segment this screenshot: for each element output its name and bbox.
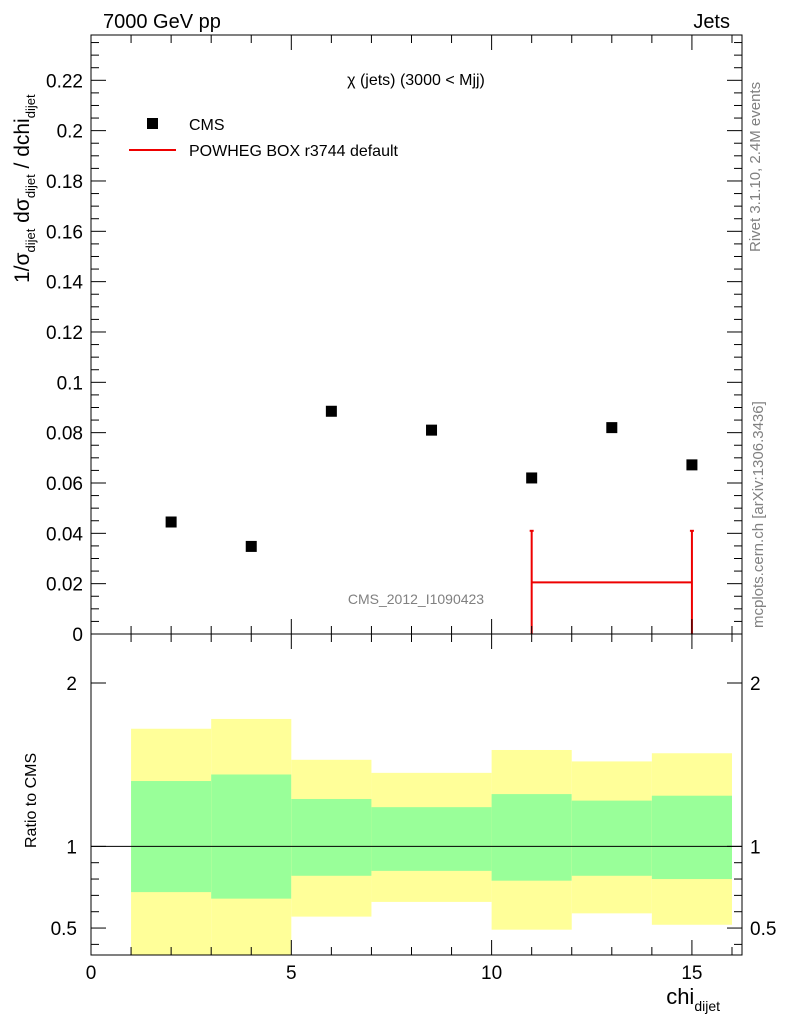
ratio-band-inner xyxy=(651,795,732,880)
ratio-band-inner xyxy=(571,800,652,876)
cms-point xyxy=(686,459,698,471)
y-tick-label: 0.22 xyxy=(46,71,83,92)
main-ylabel: 1/σdijet dσdijet / dchidijet xyxy=(11,94,38,283)
ratio-band-inner xyxy=(211,774,292,899)
x-tick-label: 15 xyxy=(681,963,702,984)
rivet-label: Rivet 3.1.10, 2.4M events xyxy=(747,82,764,252)
header-right: Jets xyxy=(693,11,730,33)
ratio-plot-ticks: 0.5 0.5 1 1 2 2 0 5 10 15 xyxy=(51,634,776,984)
y-tick-label: 0.2 xyxy=(57,122,83,143)
main-title: χ (jets) (3000 < Mjj) xyxy=(347,72,485,89)
y-tick-label: 0.04 xyxy=(46,524,83,545)
ratio-ylabel: Ratio to CMS xyxy=(23,753,40,848)
ratio-plot-frame xyxy=(90,633,743,956)
y-tick-label: 0.18 xyxy=(46,172,83,193)
cms-point xyxy=(245,540,257,552)
y-tick-label: 0.16 xyxy=(46,222,83,243)
watermark: CMS_2012_I1090423 xyxy=(348,591,484,607)
ratio-y-tick-label: 2 xyxy=(66,674,77,695)
y-tick-label: 0.02 xyxy=(46,575,83,596)
ratio-bands xyxy=(131,718,732,955)
ratio-y-tick-label-right: 0.5 xyxy=(750,919,776,940)
cms-point xyxy=(165,516,177,528)
legend-label-powheg: POWHEG BOX r3744 default xyxy=(189,143,399,160)
ratio-band-inner xyxy=(291,798,372,876)
xlabel: chidijet xyxy=(666,984,720,1014)
y-tick-label: 0.06 xyxy=(46,474,83,495)
cms-point xyxy=(325,405,337,417)
y-tick-label: 0.08 xyxy=(46,424,83,445)
main-plot: 0 0.02 0.04 0.06 0.08 0.1 0.12 0.14 0.16 0.18 0.2 0… xyxy=(11,34,743,646)
cms-point xyxy=(606,422,618,434)
ratio-y-tick-label-right: 2 xyxy=(750,674,761,695)
legend-label-cms: CMS xyxy=(189,117,225,134)
y-tick-label: 0.14 xyxy=(46,273,83,294)
ratio-plot: 0.5 0.5 1 1 2 2 0 5 10 15 Ratio to CMS chidijet xyxy=(23,633,776,1014)
x-tick-label: 10 xyxy=(481,963,502,984)
ratio-band-inner xyxy=(371,807,492,871)
ratio-y-tick-label: 1 xyxy=(66,837,77,858)
main-plot-ticks: 0 0.02 0.04 0.06 0.08 0.1 0.12 0.14 0.16 0.18 0.2 0… xyxy=(46,35,742,646)
ratio-y-tick-label-right: 1 xyxy=(750,837,761,858)
legend-marker-cms xyxy=(147,118,158,129)
cms-point xyxy=(526,472,538,484)
header-left: 7000 GeV pp xyxy=(103,11,221,33)
mcplots-label: mcplots.cern.ch [arXiv:1306.3436] xyxy=(750,401,767,628)
y-tick-label: 0 xyxy=(72,625,83,646)
x-tick-label: 5 xyxy=(286,963,297,984)
ratio-band-inner xyxy=(491,794,572,881)
x-tick-label: 0 xyxy=(86,963,97,984)
cms-point xyxy=(426,424,438,436)
ratio-band-inner xyxy=(131,781,212,893)
main-plot-marks xyxy=(165,405,698,634)
y-tick-label: 0.12 xyxy=(46,323,83,344)
ratio-y-tick-label: 0.5 xyxy=(51,919,77,940)
legend: CMS POWHEG BOX r3744 default xyxy=(129,117,399,160)
y-tick-label: 0.1 xyxy=(57,373,83,394)
